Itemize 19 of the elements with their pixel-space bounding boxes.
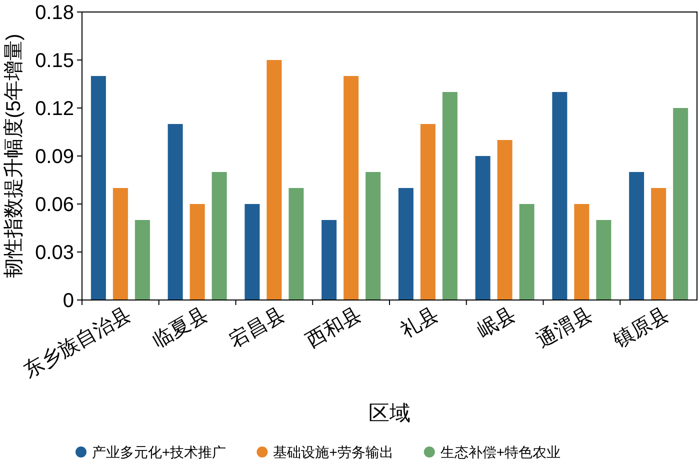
x-tick-label: 岷县 <box>474 303 520 342</box>
y-tick-label: 0.12 <box>35 98 74 120</box>
x-tick-label: 宕昌县 <box>226 303 289 352</box>
y-tick-label: 0.18 <box>35 2 74 24</box>
y-tick-label: 0.03 <box>35 242 74 264</box>
legend-label: 生态补偿+特色农业 <box>440 444 561 460</box>
x-axis-title: 区域 <box>368 402 410 425</box>
y-tick-label: 0.09 <box>35 146 74 168</box>
x-tick-label: 礼县 <box>396 303 442 342</box>
x-tick-label: 镇原县 <box>609 303 674 353</box>
legend-label: 基础设施+劳务输出 <box>273 444 394 460</box>
x-tick-label: 通渭县 <box>533 303 596 352</box>
y-tick-label: 0.15 <box>35 50 74 72</box>
legend-label: 产业多元化+技术推广 <box>92 444 226 460</box>
y-tick-label: 0.06 <box>35 194 74 216</box>
y-axis-title: 韧性指数提升幅度(5年增量) <box>3 34 25 278</box>
x-tick-label: 西和县 <box>302 303 366 352</box>
x-tick-label: 临夏县 <box>148 303 212 352</box>
y-tick-label: 0 <box>62 290 74 312</box>
